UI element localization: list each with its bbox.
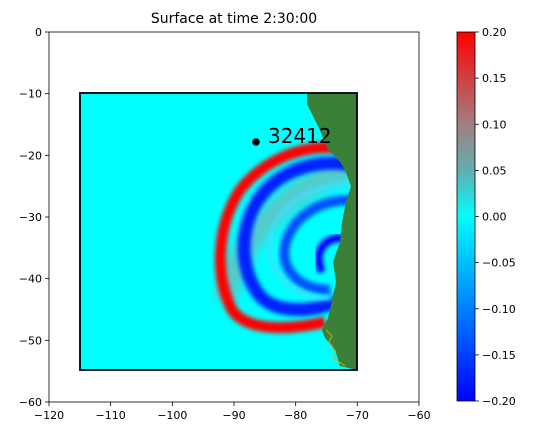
colorbar-tick-label: −0.20 — [482, 395, 516, 408]
y-tick-label: −40 — [19, 273, 42, 286]
land-mass — [307, 93, 357, 370]
x-tick-label: −80 — [284, 409, 307, 422]
colorbar-tick-label: 0.00 — [482, 211, 507, 224]
colorbar-tick-label: −0.15 — [482, 349, 516, 362]
y-tick-label: −60 — [19, 396, 42, 409]
colorbar — [456, 31, 476, 402]
colorbar-tick-label: −0.10 — [482, 303, 516, 316]
colorbar-tick-label: −0.05 — [482, 257, 516, 270]
colorbar-tick-label: 0.20 — [482, 26, 507, 39]
x-axis: −120 −110 −100 −90 −80 −70 −60 — [34, 402, 431, 422]
chart-title: Surface at time 2:30:00 — [151, 11, 317, 27]
surface-field — [80, 93, 357, 370]
colorbar-ticks: 0.20 0.15 0.10 0.05 0.00 −0.05 −0.10 −0.15 −0.20 — [475, 26, 516, 408]
wave-faint-trail — [213, 158, 353, 303]
x-tick-label: −70 — [346, 409, 369, 422]
station-marker — [252, 138, 260, 146]
coast-detail — [325, 329, 346, 367]
y-tick-label: −50 — [19, 334, 42, 347]
wave-trough-core — [314, 233, 346, 274]
x-tick-label: −60 — [407, 409, 430, 422]
y-tick-label: −10 — [19, 88, 42, 101]
y-tick-label: 0 — [35, 26, 42, 39]
wave-front-positive — [214, 142, 357, 333]
x-tick-label: −120 — [34, 409, 64, 422]
colorbar-tick-label: 0.10 — [482, 118, 507, 131]
x-tick-label: −110 — [96, 409, 126, 422]
wave-trough-inner — [279, 195, 351, 295]
wave-trough-outer — [237, 156, 357, 316]
wave-crest-inner — [267, 182, 349, 301]
y-axis: 0 −10 −20 −30 −40 −50 −60 — [19, 26, 49, 409]
y-tick-label: −20 — [19, 149, 42, 162]
y-tick-label: −30 — [19, 211, 42, 224]
colorbar-tick-label: 0.05 — [482, 164, 507, 177]
x-tick-label: −90 — [222, 409, 245, 422]
colorbar-tick-label: 0.15 — [482, 72, 507, 85]
domain-box — [79, 92, 358, 371]
x-tick-label: −100 — [157, 409, 187, 422]
station-label: 32412 — [268, 124, 332, 148]
